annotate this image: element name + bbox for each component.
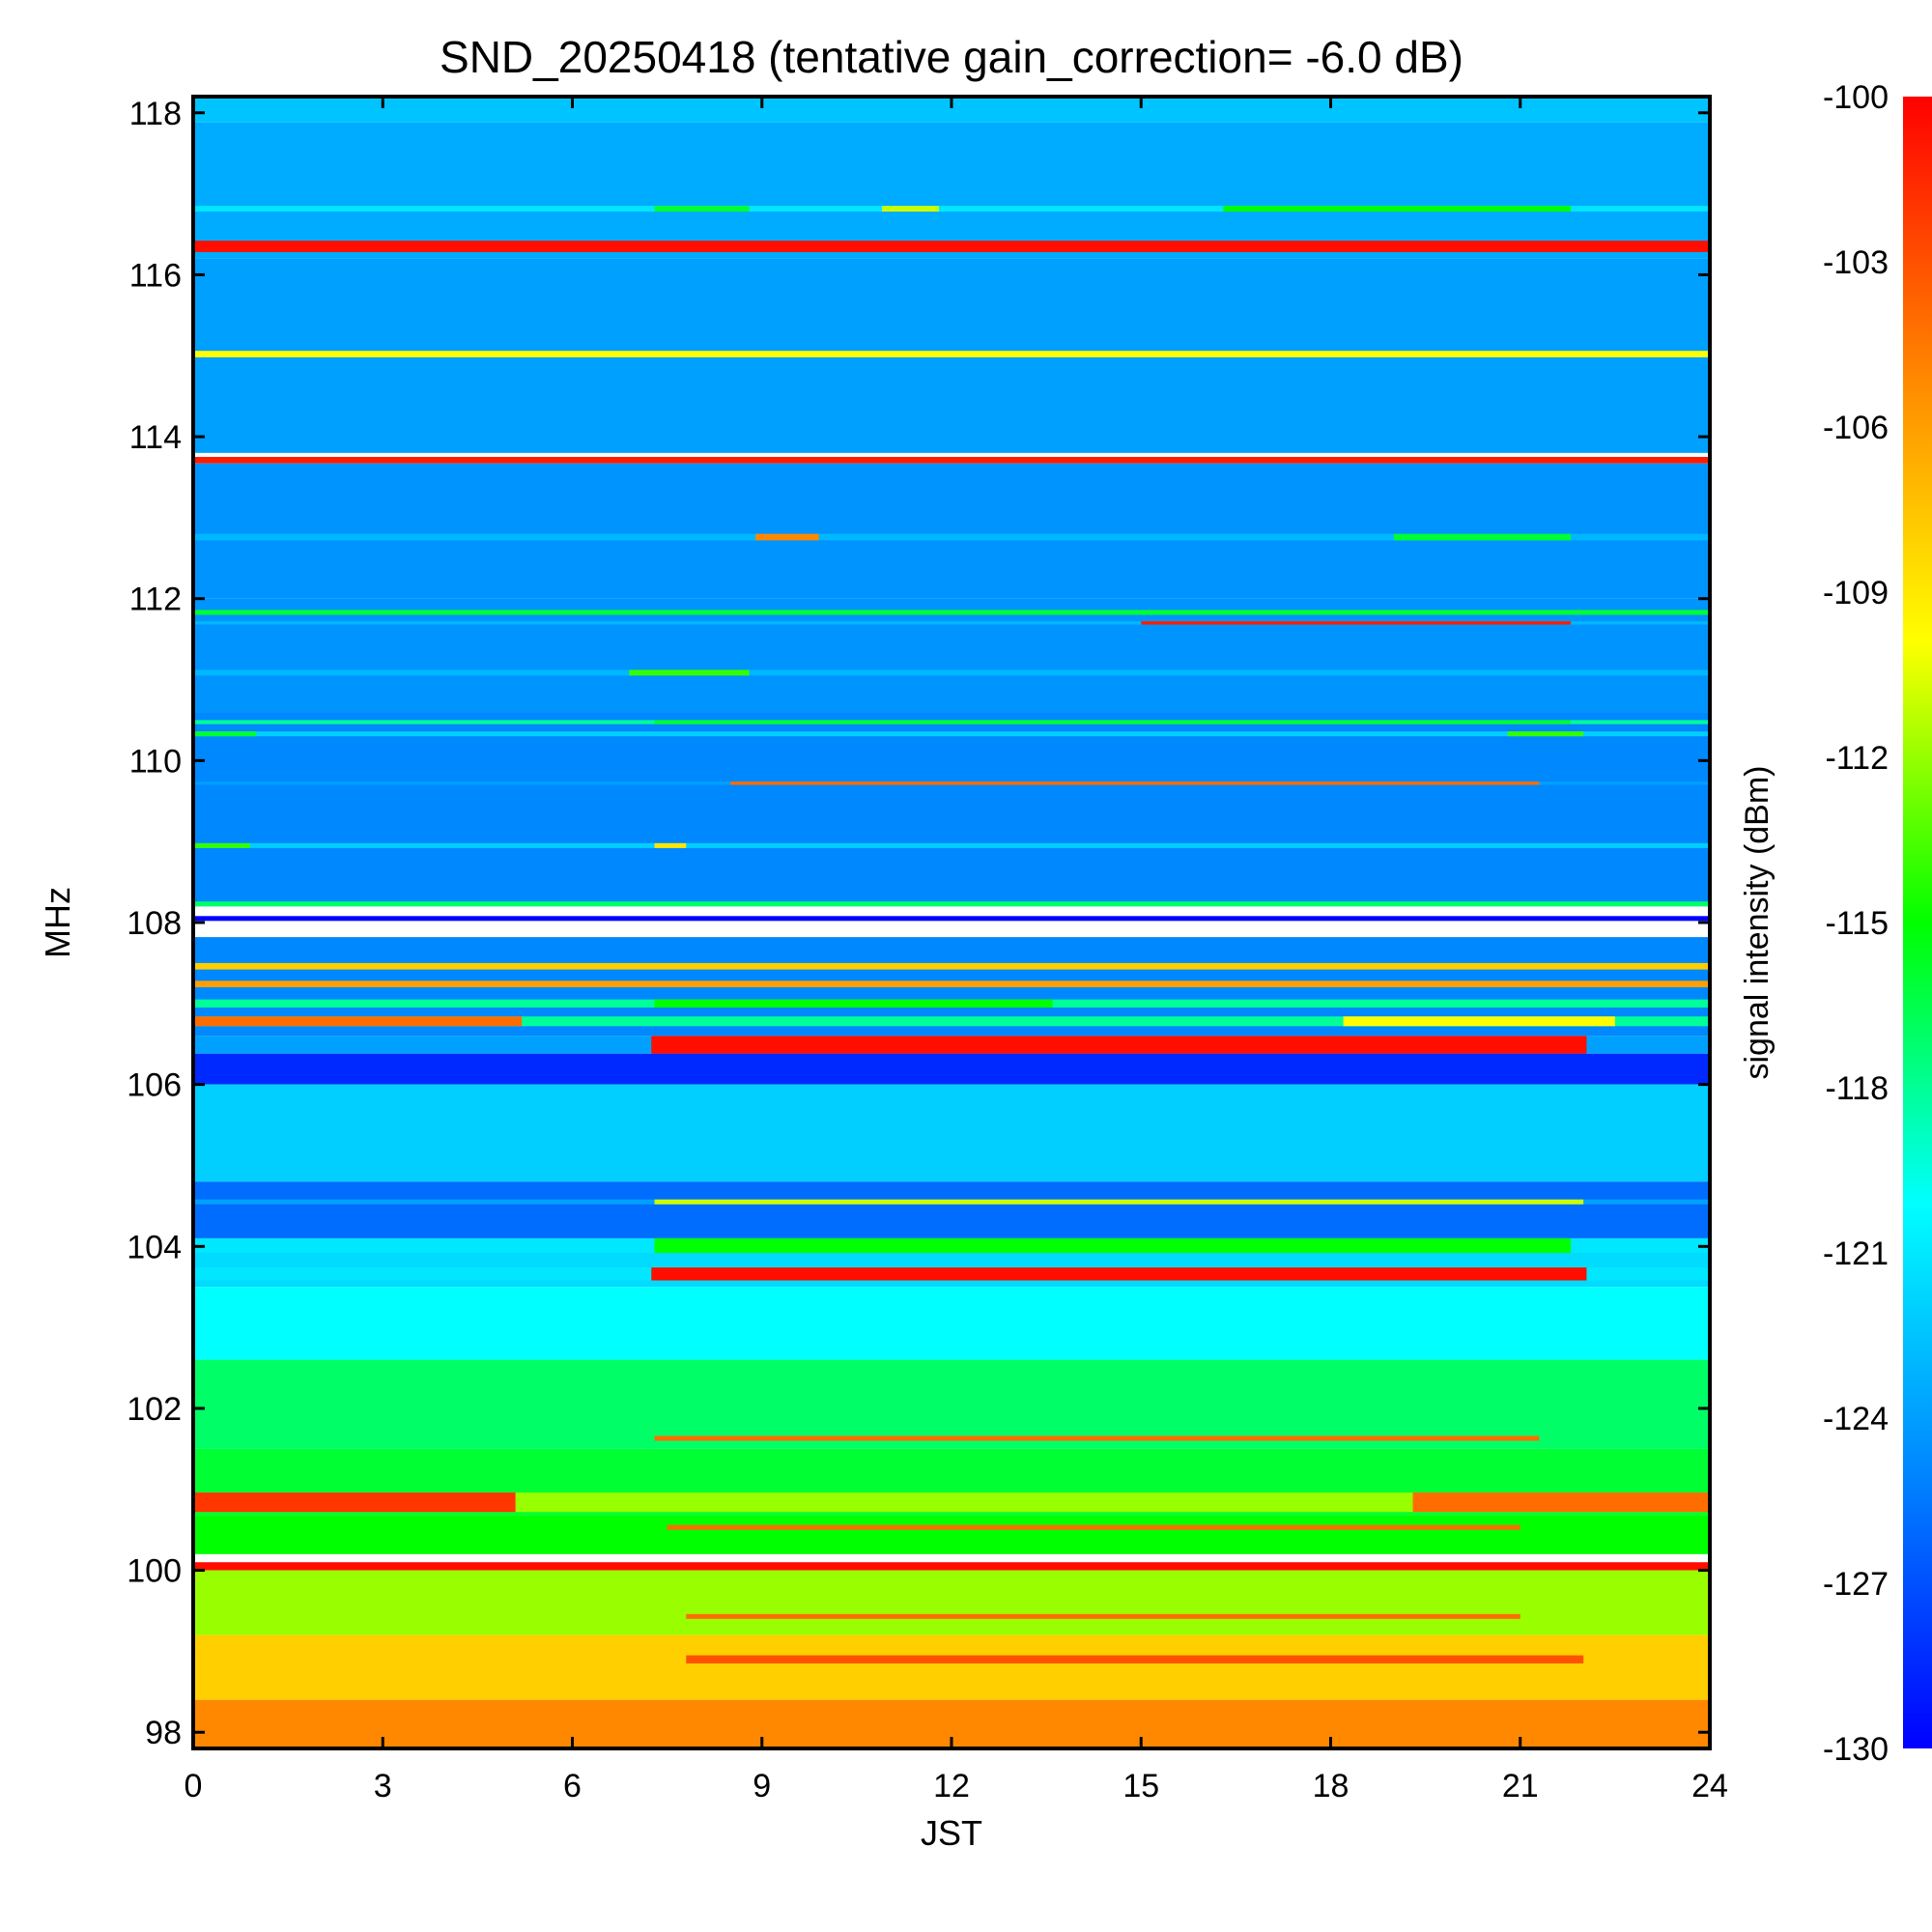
heatmap-band (193, 842, 1710, 848)
heatmap-band (193, 1515, 1710, 1554)
x-tick-label: 3 (374, 1768, 392, 1804)
heatmap-signal (654, 1435, 1540, 1441)
x-tick-label: 6 (563, 1768, 582, 1804)
heatmap-band (193, 206, 1710, 213)
heatmap-band (193, 1562, 1710, 1571)
y-tick-label: 106 (127, 1067, 182, 1104)
heatmap-band (193, 1570, 1710, 1635)
y-tick-label: 104 (127, 1229, 182, 1265)
x-tick-label: 0 (185, 1768, 203, 1804)
heatmap-signal (755, 533, 819, 541)
colorbar-ticks: -100 -103 -106 -109 -112 -115 -118 -121 -124 -127… (1823, 79, 1889, 1768)
y-tick-label: 112 (129, 582, 182, 618)
heatmap-signal (193, 842, 250, 848)
heatmap-band (193, 122, 1710, 259)
y-tick-label: 108 (127, 905, 182, 942)
x-tick-label: 12 (933, 1768, 970, 1804)
heatmap-band (193, 241, 1710, 252)
x-tick-label: 18 (1313, 1768, 1350, 1804)
colorbar-tick-label: -127 (1823, 1566, 1889, 1603)
heatmap-signal (667, 1524, 1520, 1530)
heatmap-band (193, 351, 1710, 357)
colorbar-tick-label: -121 (1823, 1236, 1889, 1272)
colorbar-tick-label: -100 (1823, 79, 1889, 116)
heatmap-signal (1412, 1492, 1710, 1513)
y-tick-label: 116 (129, 257, 182, 294)
y-tick-label: 100 (127, 1553, 182, 1590)
heatmap-signal (1507, 731, 1584, 737)
colorbar (1903, 97, 1932, 1748)
y-axis-label: MHz (38, 887, 77, 958)
heatmap-band (193, 598, 1710, 713)
colorbar-tick-label: -115 (1825, 905, 1889, 942)
colorbar-tick-label: -112 (1825, 740, 1889, 777)
x-tick-label: 15 (1122, 1768, 1159, 1804)
heatmap-signal (686, 1613, 1520, 1619)
y-tick-label: 118 (129, 96, 182, 132)
heatmap-signal (1141, 621, 1572, 625)
heatmap-signal (654, 1199, 1584, 1205)
heatmap-band (193, 1492, 1710, 1513)
heatmap-signal (1393, 533, 1572, 541)
heatmap-signal (1223, 206, 1572, 213)
heatmap-signal (629, 669, 750, 676)
heatmap-band (193, 712, 1710, 907)
heatmap-signal (654, 999, 1053, 1009)
heatmap-signal (193, 1016, 523, 1027)
colorbar-tick-label: -130 (1823, 1731, 1889, 1768)
colorbar-tick-label: -106 (1823, 410, 1889, 446)
heatmap-signal (654, 720, 1572, 724)
heatmap-plot-area (193, 97, 1710, 1748)
colorbar-label: signal intensity (dBm) (1739, 765, 1776, 1079)
x-tick-label: 21 (1502, 1768, 1539, 1804)
heatmap-band (193, 962, 1710, 970)
plot-frame (191, 95, 1712, 1750)
heatmap-signal (1343, 1016, 1615, 1027)
heatmap-band (193, 1181, 1710, 1238)
colorbar-tick-label: -124 (1823, 1401, 1889, 1437)
colorbar-tick-label: -118 (1825, 1070, 1889, 1107)
y-tick-label: 98 (145, 1715, 182, 1751)
heatmap-band (193, 1084, 1710, 1182)
heatmap-signal (686, 1655, 1584, 1663)
heatmap-band (193, 533, 1710, 541)
heatmap-signal (651, 1036, 1587, 1054)
heatmap-band (193, 621, 1710, 625)
heatmap-band (193, 457, 1710, 464)
x-tick-label: 24 (1691, 1768, 1728, 1804)
heatmap-signal (654, 842, 687, 848)
heatmap-signal (730, 781, 1540, 785)
heatmap-band (193, 1016, 1710, 1027)
heatmap-band (193, 1287, 1710, 1360)
heatmap-band (193, 901, 1710, 907)
heatmap-band (193, 1053, 1710, 1085)
colorbar-tick-label: -103 (1823, 244, 1889, 281)
heatmap-signal (654, 206, 750, 213)
heatmap-signal (882, 206, 939, 213)
heatmap-signal (193, 731, 257, 737)
y-tick-label: 110 (129, 743, 182, 780)
heatmap-signal (654, 1237, 1572, 1253)
x-axis-label: JST (921, 1813, 982, 1853)
y-tick-label: 114 (129, 419, 182, 456)
heatmap-band (193, 1634, 1710, 1700)
heatmap-signal (193, 1492, 516, 1513)
heatmap-band (193, 980, 1710, 988)
heatmap-band (193, 463, 1710, 599)
heatmap-band (193, 1359, 1710, 1449)
colorbar-tick-label: -109 (1823, 575, 1889, 611)
x-tick-label: 9 (753, 1768, 771, 1804)
heatmap-band (193, 610, 1710, 615)
heatmap-signal (651, 1267, 1587, 1281)
x-axis-ticks: 0 3 6 9 12 15 18 21 24 (185, 97, 1728, 1804)
y-tick-label: 102 (127, 1391, 182, 1428)
heatmap-band (193, 731, 1710, 737)
heatmap-band (193, 916, 1710, 922)
heatmap-band (193, 669, 1710, 676)
chart-title: SND_20250418 (tentative gain_correction=… (440, 32, 1463, 82)
